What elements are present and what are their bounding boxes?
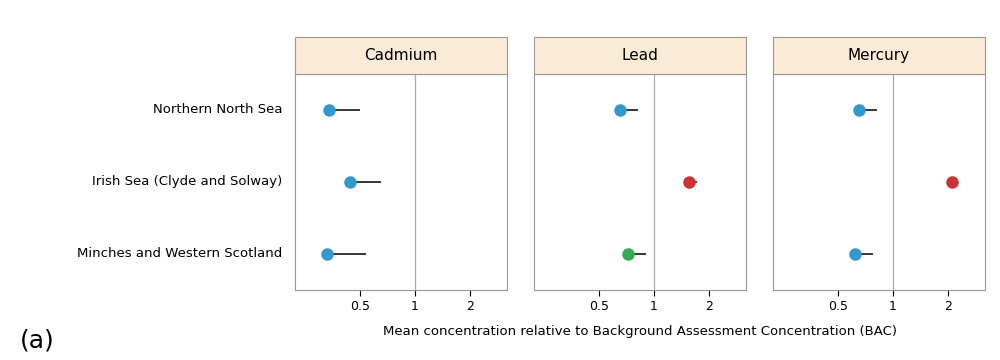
Text: Mean concentration relative to Background Assessment Concentration (BAC): Mean concentration relative to Backgroun… — [383, 325, 897, 338]
Bar — [534, 37, 746, 74]
Text: Minches and Western Scotland: Minches and Western Scotland — [77, 247, 282, 260]
Bar — [295, 37, 507, 74]
Text: Irish Sea (Clyde and Solway): Irish Sea (Clyde and Solway) — [92, 175, 282, 188]
Text: Northern North Sea: Northern North Sea — [153, 103, 282, 116]
Text: Lead: Lead — [622, 48, 658, 63]
Text: Mercury: Mercury — [848, 48, 910, 63]
Bar — [773, 37, 985, 74]
Text: (a): (a) — [20, 329, 55, 353]
Text: Cadmium: Cadmium — [364, 48, 438, 63]
